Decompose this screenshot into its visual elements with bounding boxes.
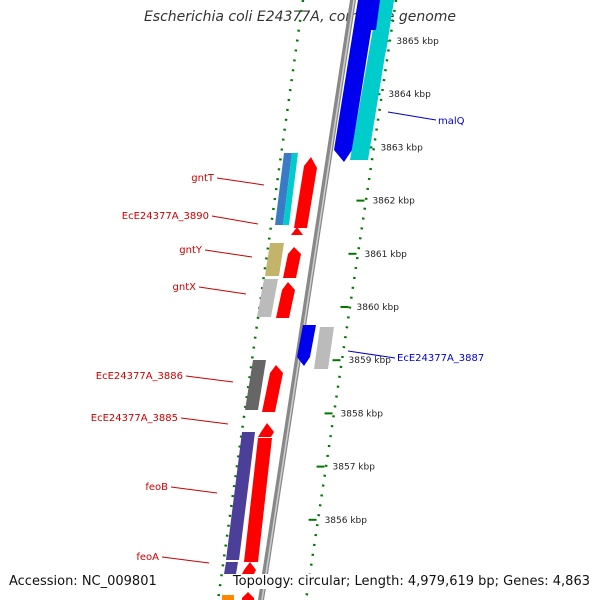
connector-3887 xyxy=(347,350,396,359)
gene-label-feoA: feoA xyxy=(136,552,159,563)
gene-track xyxy=(222,0,394,600)
cog-block-gntT-cyan xyxy=(283,153,298,225)
gene-gntY xyxy=(283,247,301,278)
gene-labels-left: gntT EcE24377A_3890 gntY gntX EcE24377A_… xyxy=(91,173,215,563)
scale-tick-label: 3857 kbp xyxy=(333,463,376,473)
gene-labels-right: malQ EcE24377A_3887 xyxy=(397,116,484,364)
connector-gntY xyxy=(204,249,253,258)
genome-backbone-highlight xyxy=(261,0,355,600)
label-connectors xyxy=(161,111,437,564)
cog-block-3886 xyxy=(245,360,266,410)
accession-text: Accession: NC_009801 xyxy=(9,574,157,589)
gene-feoA xyxy=(242,562,256,574)
scale-tick-label: 3862 kbp xyxy=(372,197,415,207)
connector-3890 xyxy=(211,215,259,225)
connector-feoA xyxy=(161,556,210,564)
guide-line-left xyxy=(216,0,305,600)
connector-3885 xyxy=(180,417,229,425)
gene-EcE24377A_3885 xyxy=(258,423,274,437)
gene-label-EcE24377A_3886: EcE24377A_3886 xyxy=(96,371,183,382)
cog-block-gntX xyxy=(257,279,278,317)
gene-gntT xyxy=(294,157,317,228)
guide-line-right xyxy=(304,0,398,600)
scale-tick-label: 3860 kbp xyxy=(357,303,400,313)
gene-EcE24377A_3887 xyxy=(297,325,316,366)
scale-tick-label: 3858 kbp xyxy=(341,409,384,419)
cog-block-gntT-blue xyxy=(275,153,292,225)
cog-block-3887 xyxy=(314,327,334,369)
gene-gntX xyxy=(276,282,295,318)
connector-gntT xyxy=(216,177,265,186)
scale-tick-label: 3863 kbp xyxy=(380,143,423,153)
cog-block-feoB xyxy=(226,432,255,560)
gene-EcE24377A_3890 xyxy=(291,227,303,235)
cog-block-bottom xyxy=(222,595,234,600)
topology-text: Topology: circular; Length: 4,979,619 bp… xyxy=(230,574,590,589)
connector-malQ xyxy=(387,111,437,121)
scale-tick-label: 3856 kbp xyxy=(325,516,368,526)
gene-bottom xyxy=(242,592,254,600)
gene-label-gntT: gntT xyxy=(191,173,215,184)
scale-tick-label: 3861 kbp xyxy=(364,250,407,260)
gene-feoB xyxy=(244,438,272,562)
scale-tick-label: 3864 kbp xyxy=(388,90,431,100)
cog-block-top xyxy=(372,0,394,52)
gene-label-feoB: feoB xyxy=(145,482,168,493)
connector-gntX xyxy=(198,286,247,295)
gene-label-EcE24377A_3885: EcE24377A_3885 xyxy=(91,413,178,424)
gene-label-malQ: malQ xyxy=(438,116,465,127)
scale-tick-label: 3859 kbp xyxy=(349,356,392,366)
gene-label-EcE24377A_3890: EcE24377A_3890 xyxy=(122,211,209,222)
gene-malQ xyxy=(334,0,376,162)
gene-label-EcE24377A_3887: EcE24377A_3887 xyxy=(397,353,484,364)
connector-3886 xyxy=(185,375,234,383)
gene-top-blue xyxy=(362,0,380,30)
cog-block-gntY xyxy=(265,243,284,276)
cog-block-feoA xyxy=(224,562,238,574)
gene-EcE24377A_3886 xyxy=(262,365,283,412)
gene-label-gntX: gntX xyxy=(173,282,197,293)
gene-label-gntY: gntY xyxy=(179,245,203,256)
scale-tick-label: 3865 kbp xyxy=(396,37,439,47)
connector-feoB xyxy=(170,486,218,494)
